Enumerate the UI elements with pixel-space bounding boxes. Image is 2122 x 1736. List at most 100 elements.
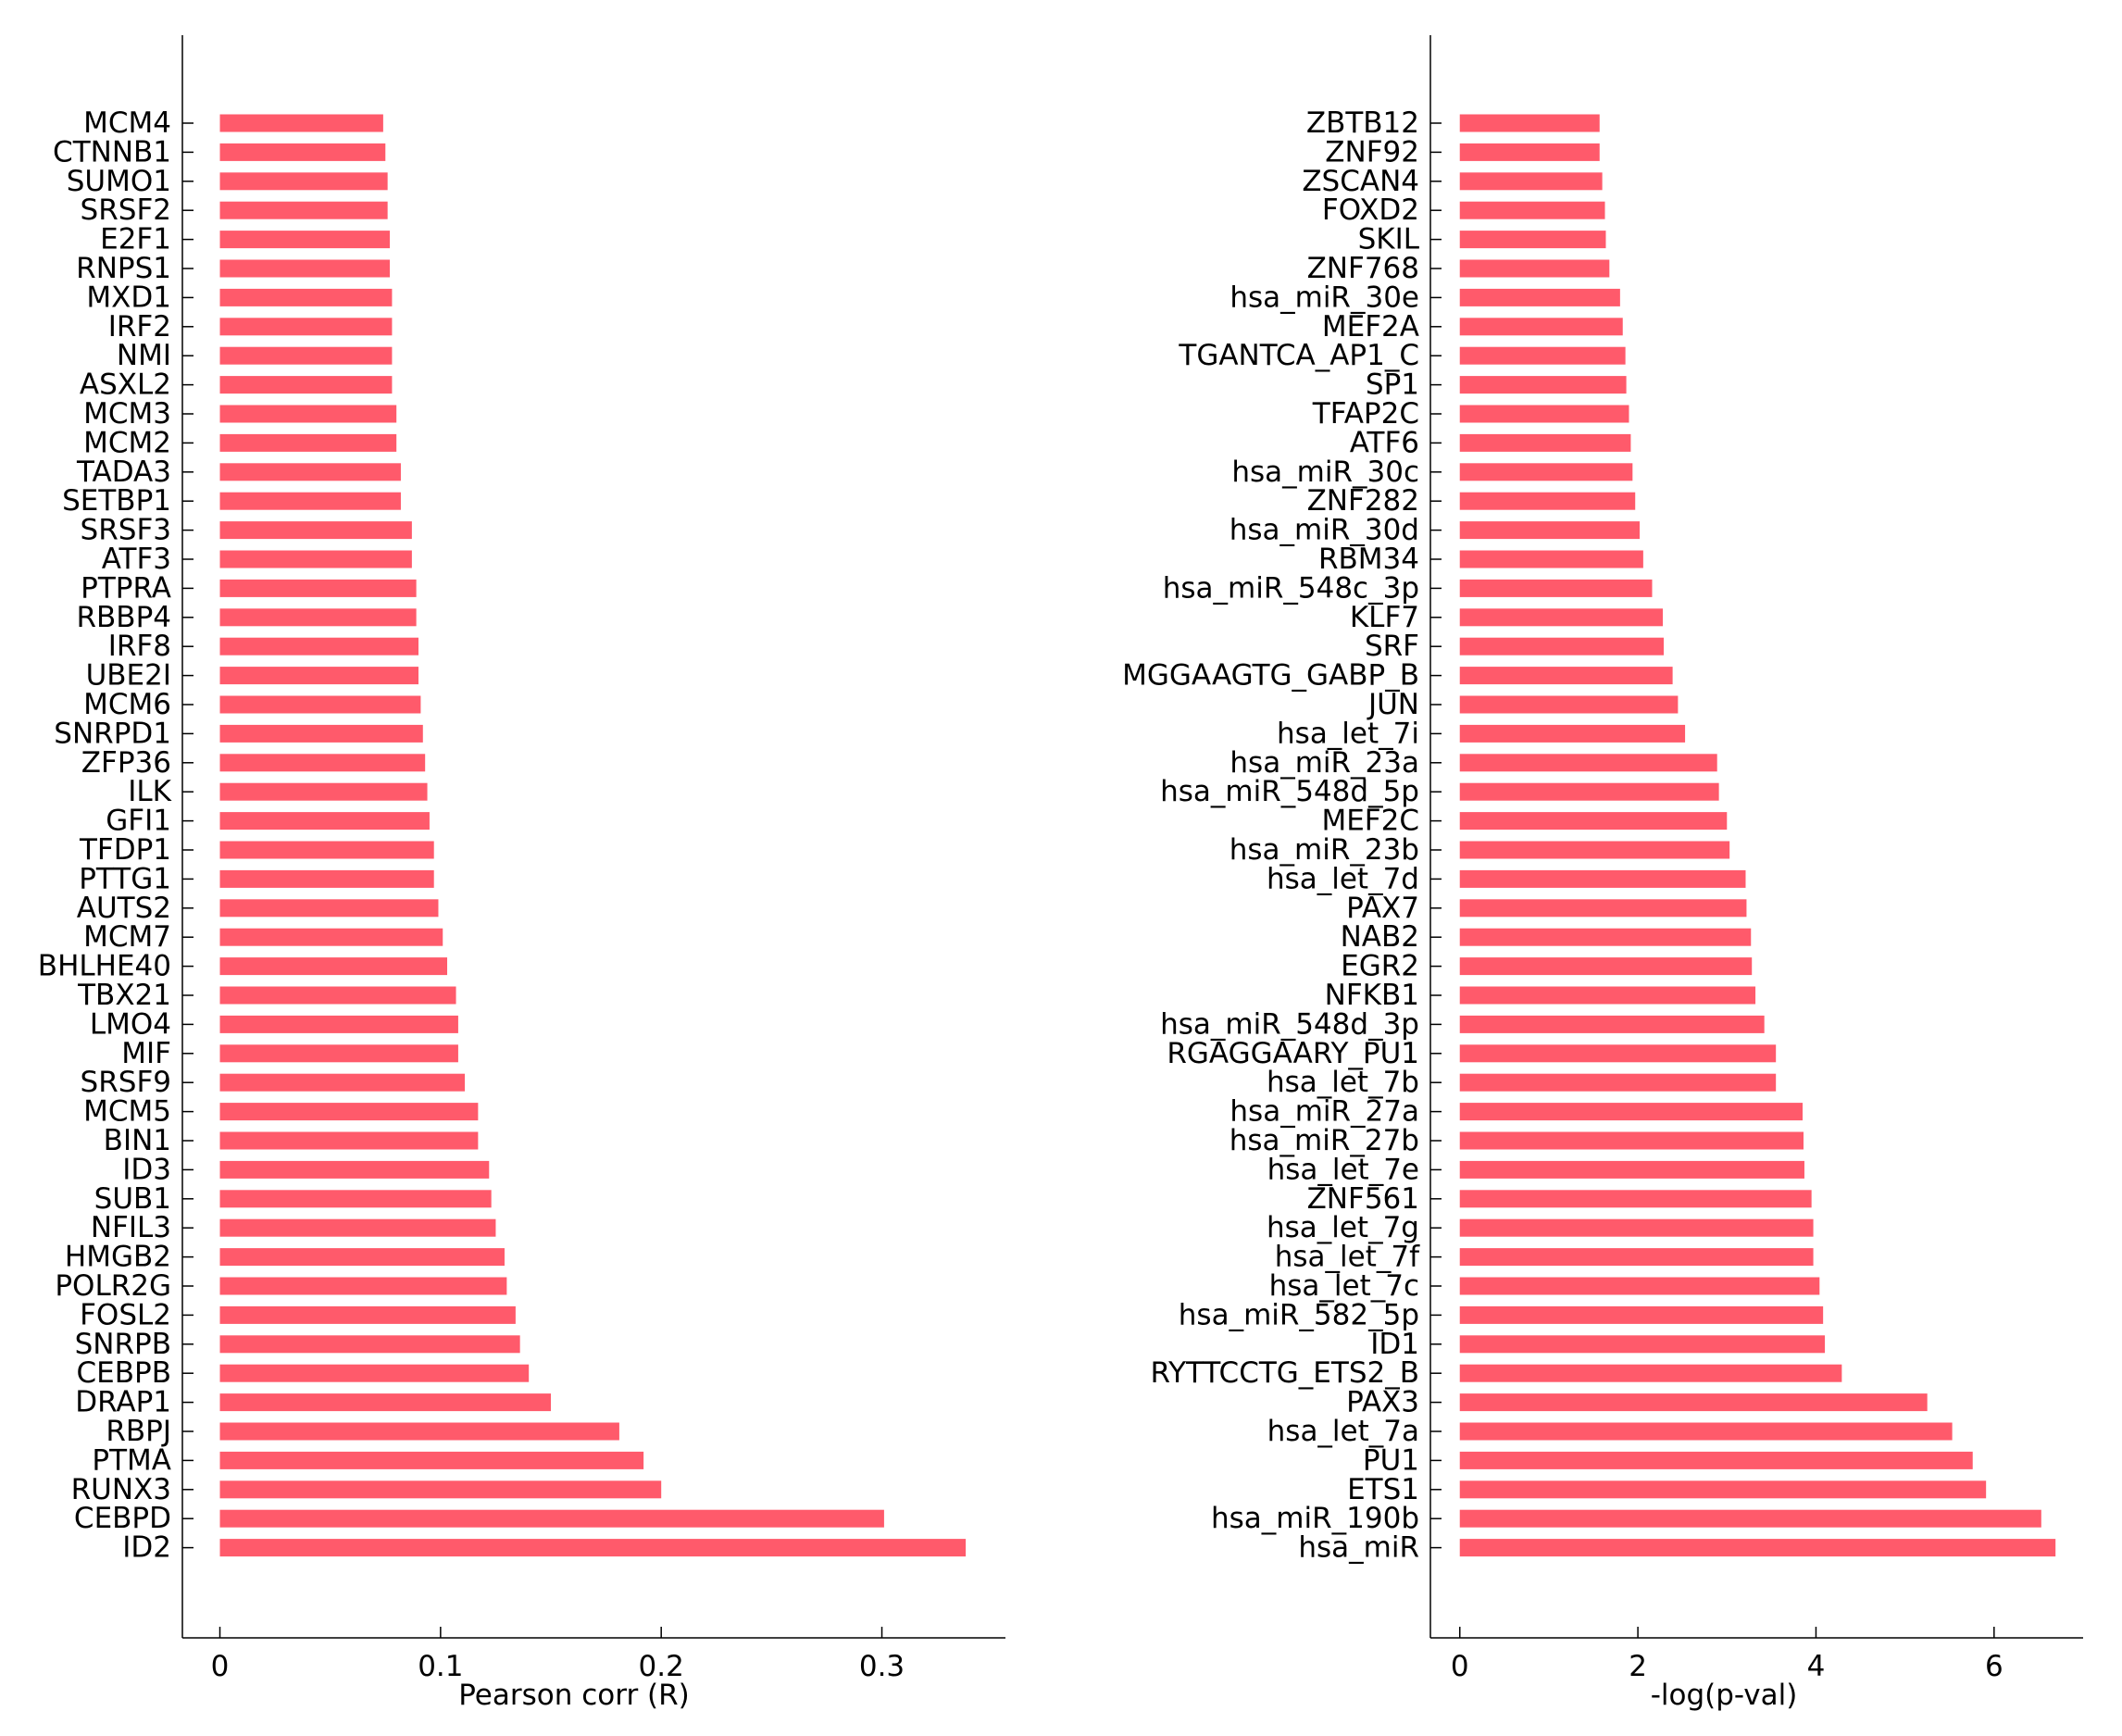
x-tick-label: 0.3 bbox=[859, 1650, 905, 1683]
y-tick-label: CEBPD bbox=[74, 1502, 171, 1535]
bar-hsa_let_7a bbox=[1459, 1422, 1953, 1441]
bar-ZFP36 bbox=[219, 754, 426, 772]
y-tick-label: RBBP4 bbox=[77, 601, 172, 634]
y-tick-label: CEBPB bbox=[77, 1356, 171, 1390]
y-tick-label: hsa_miR_23b bbox=[1230, 833, 1419, 867]
bar-TFAP2C bbox=[1459, 405, 1629, 423]
x-axis-label-pval: -log(p-val) bbox=[1651, 1679, 1798, 1712]
bar-RUNX3 bbox=[219, 1480, 662, 1499]
bar-POLR2G bbox=[219, 1277, 507, 1295]
bar-PAX3 bbox=[1459, 1393, 1928, 1412]
y-tick-label: LMO4 bbox=[90, 1007, 171, 1041]
y-tick-label: hsa_let_7a bbox=[1267, 1415, 1419, 1448]
y-tick-label: MCM3 bbox=[83, 397, 171, 431]
y-tick-label: E2F1 bbox=[100, 223, 171, 256]
y-tick-label: ID2 bbox=[122, 1531, 171, 1565]
y-tick-label: ZNF561 bbox=[1307, 1182, 1419, 1216]
bar-SETBP1 bbox=[219, 492, 401, 510]
y-tick-label: DRAP1 bbox=[75, 1386, 171, 1419]
bar-RBM34 bbox=[1459, 550, 1643, 568]
bar-MCM2 bbox=[219, 433, 397, 452]
bar-LMO4 bbox=[219, 1015, 458, 1033]
bar-MCM7 bbox=[219, 928, 443, 946]
bar-hsa_let_7g bbox=[1459, 1218, 1814, 1237]
y-tick-label: POLR2G bbox=[55, 1269, 171, 1303]
y-tick-label: SRSF3 bbox=[81, 514, 171, 547]
y-tick-label: hsa_let_7d bbox=[1267, 862, 1419, 895]
bar-PTPRA bbox=[219, 579, 417, 597]
y-tick-label: hsa_let_7c bbox=[1269, 1269, 1419, 1303]
y-tick-label: EGR2 bbox=[1341, 950, 1419, 983]
y-tick-label: hsa_miR bbox=[1298, 1531, 1419, 1565]
y-tick-label: BIN1 bbox=[104, 1124, 171, 1157]
y-tick-label: SUMO1 bbox=[67, 165, 171, 198]
bar-PU1 bbox=[1459, 1451, 1973, 1469]
bar-ZNF282 bbox=[1459, 492, 1636, 510]
y-tick-label: NAB2 bbox=[1341, 920, 1419, 954]
bar-FOSL2 bbox=[219, 1305, 516, 1324]
bar-ZNF768 bbox=[1459, 259, 1610, 278]
y-tick-label: ZNF282 bbox=[1307, 484, 1419, 518]
y-tick-label: ATF3 bbox=[102, 543, 171, 576]
y-tick-label: UBE2I bbox=[86, 659, 171, 693]
bar-NFIL3 bbox=[219, 1218, 496, 1237]
y-tick-label: hsa_miR_548d_3p bbox=[1160, 1007, 1419, 1041]
y-tick-label: hsa_miR_30e bbox=[1230, 281, 1419, 314]
bar-hsa_let_7d bbox=[1459, 869, 1746, 888]
bar-SUMO1 bbox=[219, 172, 388, 191]
bar-hsa_miR_30c bbox=[1459, 463, 1633, 481]
y-tick-label: RGAGGAARY_PU1 bbox=[1167, 1037, 1419, 1070]
bar-SRSF2 bbox=[219, 201, 388, 219]
bar-hsa_miR_23b bbox=[1459, 841, 1730, 859]
bar-SP1 bbox=[1459, 376, 1627, 394]
y-tick-label: ZNF768 bbox=[1307, 252, 1419, 285]
bar-hsa_miR_190b bbox=[1459, 1509, 2041, 1528]
y-tick-label: hsa_miR_190b bbox=[1211, 1502, 1419, 1535]
y-tick-label: NFIL3 bbox=[91, 1211, 171, 1244]
bar-NAB2 bbox=[1459, 928, 1752, 946]
bar-PTMA bbox=[219, 1451, 644, 1469]
bar-MCM5 bbox=[219, 1103, 479, 1121]
bar-SUB1 bbox=[219, 1190, 492, 1208]
y-tick-label: RYTTCCTG_ETS2_B bbox=[1151, 1356, 1419, 1390]
bar-hsa_miR bbox=[1459, 1539, 2056, 1557]
bar-NMI bbox=[219, 346, 393, 365]
y-tick-label: SKIL bbox=[1358, 223, 1420, 256]
bar-MCM4 bbox=[219, 114, 383, 132]
y-tick-label: ZSCAN4 bbox=[1302, 165, 1419, 198]
bar-hsa_let_7c bbox=[1459, 1277, 1820, 1295]
y-tick-label: MEF2A bbox=[1322, 310, 1419, 343]
bar-E2F1 bbox=[219, 231, 391, 249]
y-tick-label: ZBTB12 bbox=[1306, 106, 1419, 140]
y-tick-label: FOXD2 bbox=[1322, 194, 1419, 227]
bar-hsa_miR_30e bbox=[1459, 288, 1620, 306]
bar-CEBPB bbox=[219, 1364, 530, 1382]
bar-SRSF9 bbox=[219, 1073, 466, 1092]
y-tick-label: CTNNB1 bbox=[53, 135, 171, 169]
bar-ETS1 bbox=[1459, 1480, 1987, 1499]
y-tick-label: RNPS1 bbox=[76, 252, 171, 285]
y-tick-label: GFI1 bbox=[106, 805, 171, 838]
bar-CEBPD bbox=[219, 1509, 884, 1528]
y-tick-label: IRF8 bbox=[108, 630, 171, 663]
bar-ASXL2 bbox=[219, 376, 393, 394]
bar-BIN1 bbox=[219, 1131, 479, 1150]
bar-EGR2 bbox=[1459, 957, 1753, 976]
y-tick-label: hsa_let_7g bbox=[1267, 1211, 1419, 1244]
bar-ATF6 bbox=[1459, 433, 1631, 452]
y-tick-label: RBM34 bbox=[1318, 543, 1419, 576]
y-tick-label: PTPRA bbox=[81, 571, 171, 605]
bar-CTNNB1 bbox=[219, 143, 386, 161]
y-tick-label: hsa_miR_30c bbox=[1231, 456, 1419, 489]
bar-hsa_miR_30d bbox=[1459, 521, 1641, 540]
y-tick-label: MXD1 bbox=[86, 281, 171, 314]
y-tick-label: hsa_let_7f bbox=[1275, 1241, 1420, 1274]
y-tick-label: HMGB2 bbox=[65, 1241, 171, 1274]
panel-pearson-corr: Pearson corr (R) MCM4CTNNB1SUMO1SRSF2E2F… bbox=[38, 35, 1005, 1712]
bar-FOXD2 bbox=[1459, 201, 1605, 219]
bar-GFI1 bbox=[219, 812, 430, 831]
bar-ZNF92 bbox=[1459, 143, 1600, 161]
x-tick-label: 2 bbox=[1629, 1650, 1647, 1683]
y-tick-label: TADA3 bbox=[76, 456, 171, 489]
y-tick-label: ID1 bbox=[1370, 1328, 1419, 1361]
